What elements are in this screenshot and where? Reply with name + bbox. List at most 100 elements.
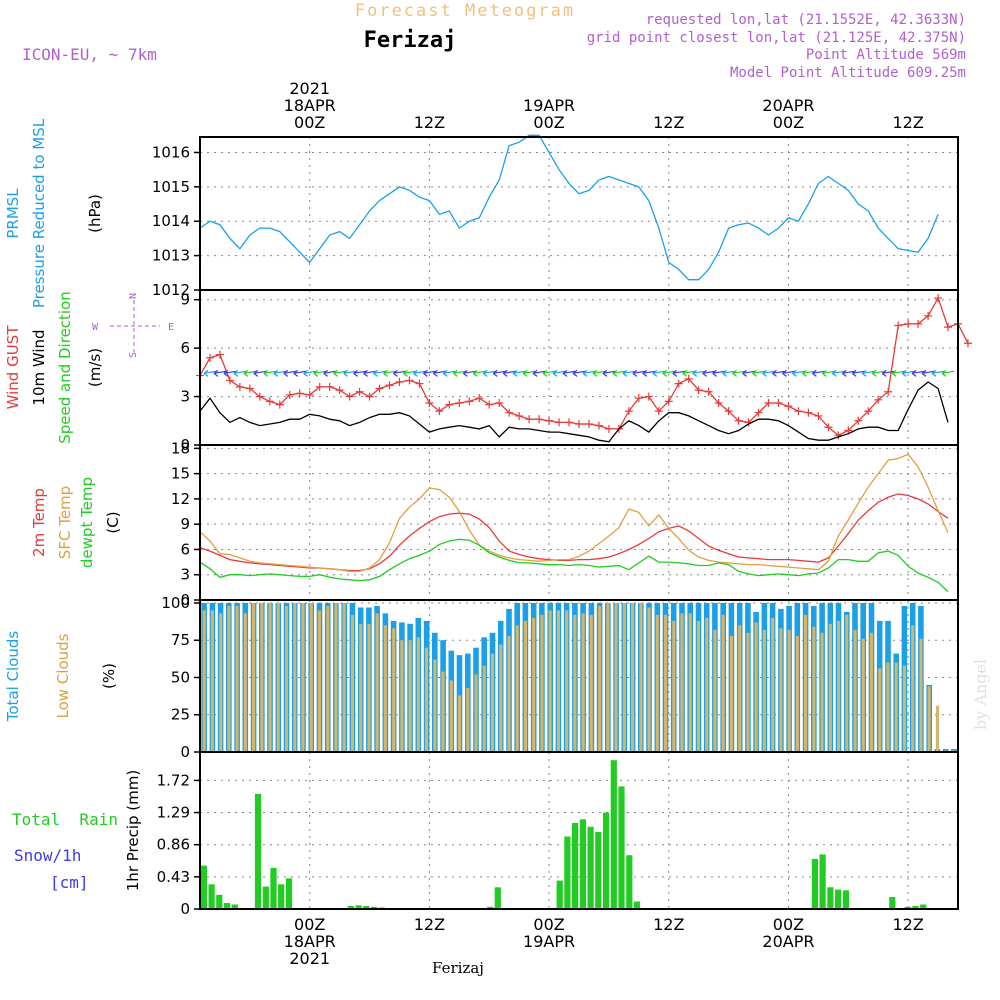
time-label-top: 00Z: [294, 113, 325, 132]
gust-marker: [764, 399, 773, 408]
gust-marker: [874, 395, 883, 404]
ytick-label: 3: [180, 388, 190, 406]
wind-arrow: [831, 369, 845, 377]
wind-arrow: [772, 369, 785, 377]
wind-arrow: [851, 369, 865, 377]
low-cloud-bar: [721, 614, 725, 752]
low-cloud-bar: [400, 640, 404, 752]
low-cloud-bar: [219, 613, 223, 752]
wind-arrow: [941, 369, 955, 377]
rain-bar: [912, 906, 919, 909]
wind-arrow: [871, 369, 885, 377]
rain-bar: [224, 903, 231, 909]
low-cloud-bar: [433, 659, 437, 752]
low-cloud-bar: [359, 623, 363, 752]
ytick-label: 0: [180, 743, 190, 761]
gust-marker: [624, 407, 633, 416]
wind-arrow: [442, 369, 456, 377]
wind-arrow: [812, 369, 825, 377]
low-cloud-bar: [268, 603, 272, 752]
gust-marker: [794, 407, 803, 416]
rain-bar: [842, 890, 849, 909]
rain-bar: [610, 760, 617, 909]
time-label-bottom: 00Z: [773, 915, 804, 934]
low-cloud-bar: [804, 614, 808, 752]
low-cloud-bar: [869, 632, 873, 752]
wind-arrow: [722, 369, 735, 377]
low-cloud-bar: [853, 629, 857, 752]
panel-frame: [199, 751, 959, 910]
wind-arrow: [782, 369, 795, 377]
gust-marker: [285, 390, 294, 399]
wind-arrow: [861, 369, 875, 377]
time-label-top: 18APR: [284, 96, 336, 115]
low-cloud-bar: [342, 603, 346, 752]
wind-arrow: [532, 369, 546, 377]
rain-bar: [370, 906, 378, 909]
low-cloud-bar: [647, 607, 651, 752]
time-label-bottom: 2021: [289, 949, 330, 968]
rain-bar: [618, 786, 625, 909]
rain-bar: [270, 867, 277, 909]
wind-arrow: [203, 369, 217, 377]
gust-marker: [634, 394, 643, 403]
ytick-label: 9: [180, 515, 190, 533]
wind-arrow: [273, 369, 286, 377]
gust-marker: [734, 416, 743, 425]
wind-arrow: [243, 369, 256, 377]
wind-arrow: [762, 369, 775, 377]
ytick-label: 25: [171, 706, 190, 724]
low-cloud-bar: [622, 603, 626, 752]
panel-frame: [199, 136, 959, 291]
compass-west: W: [92, 322, 99, 333]
series-line-2m-temp: [199, 493, 949, 572]
series-line-dewpt-temp: [199, 538, 949, 593]
wind-arrow: [582, 369, 596, 377]
low-cloud-bar: [474, 674, 478, 752]
wind-arrow: [572, 369, 586, 377]
low-cloud-bar: [861, 638, 865, 752]
gust-marker: [215, 350, 224, 359]
ylabel-text: Total Clouds: [4, 631, 22, 723]
gust-marker: [904, 319, 913, 328]
ylabel-text: 10m Wind: [30, 329, 48, 405]
wind-arrow: [512, 369, 526, 377]
low-cloud-bar: [573, 614, 577, 752]
wind-arrow: [452, 369, 466, 377]
wind-arrow: [712, 369, 725, 377]
low-cloud-bar: [705, 617, 709, 752]
wind-arrow: [752, 369, 765, 377]
ytick-label: 18: [171, 439, 190, 457]
low-cloud-bar: [771, 617, 775, 752]
low-cloud-bar: [696, 620, 700, 752]
gust-marker: [515, 411, 524, 420]
ylabel-text: Speed and Direction: [56, 291, 74, 444]
time-label-bottom: 20APR: [762, 932, 814, 951]
low-cloud-bar: [235, 606, 239, 752]
low-cloud-bar: [894, 662, 898, 752]
wind-arrow: [702, 369, 715, 377]
low-cloud-bar: [935, 705, 939, 752]
wind-arrow: [802, 369, 815, 377]
gust-marker: [235, 382, 244, 391]
wind-arrow: [253, 369, 266, 377]
low-cloud-bar: [243, 613, 247, 752]
gust-marker: [275, 400, 284, 409]
gust-marker: [854, 416, 863, 425]
low-cloud-bar: [334, 603, 338, 752]
ylabel-text: (%): [100, 663, 118, 689]
wind-arrow: [283, 369, 296, 377]
gust-marker: [565, 418, 574, 427]
gust-marker: [365, 392, 374, 401]
rain-bar: [254, 793, 262, 909]
low-cloud-bar: [795, 635, 799, 752]
time-label-top: 12Z: [653, 113, 684, 132]
gust-marker: [804, 408, 813, 417]
low-cloud-bar: [540, 614, 544, 752]
wind-arrow: [383, 369, 396, 377]
gust-marker: [584, 420, 593, 429]
rain-bar: [285, 878, 293, 909]
low-cloud-bar: [812, 626, 816, 752]
gust-marker: [535, 415, 544, 424]
wind-arrow: [562, 369, 576, 377]
